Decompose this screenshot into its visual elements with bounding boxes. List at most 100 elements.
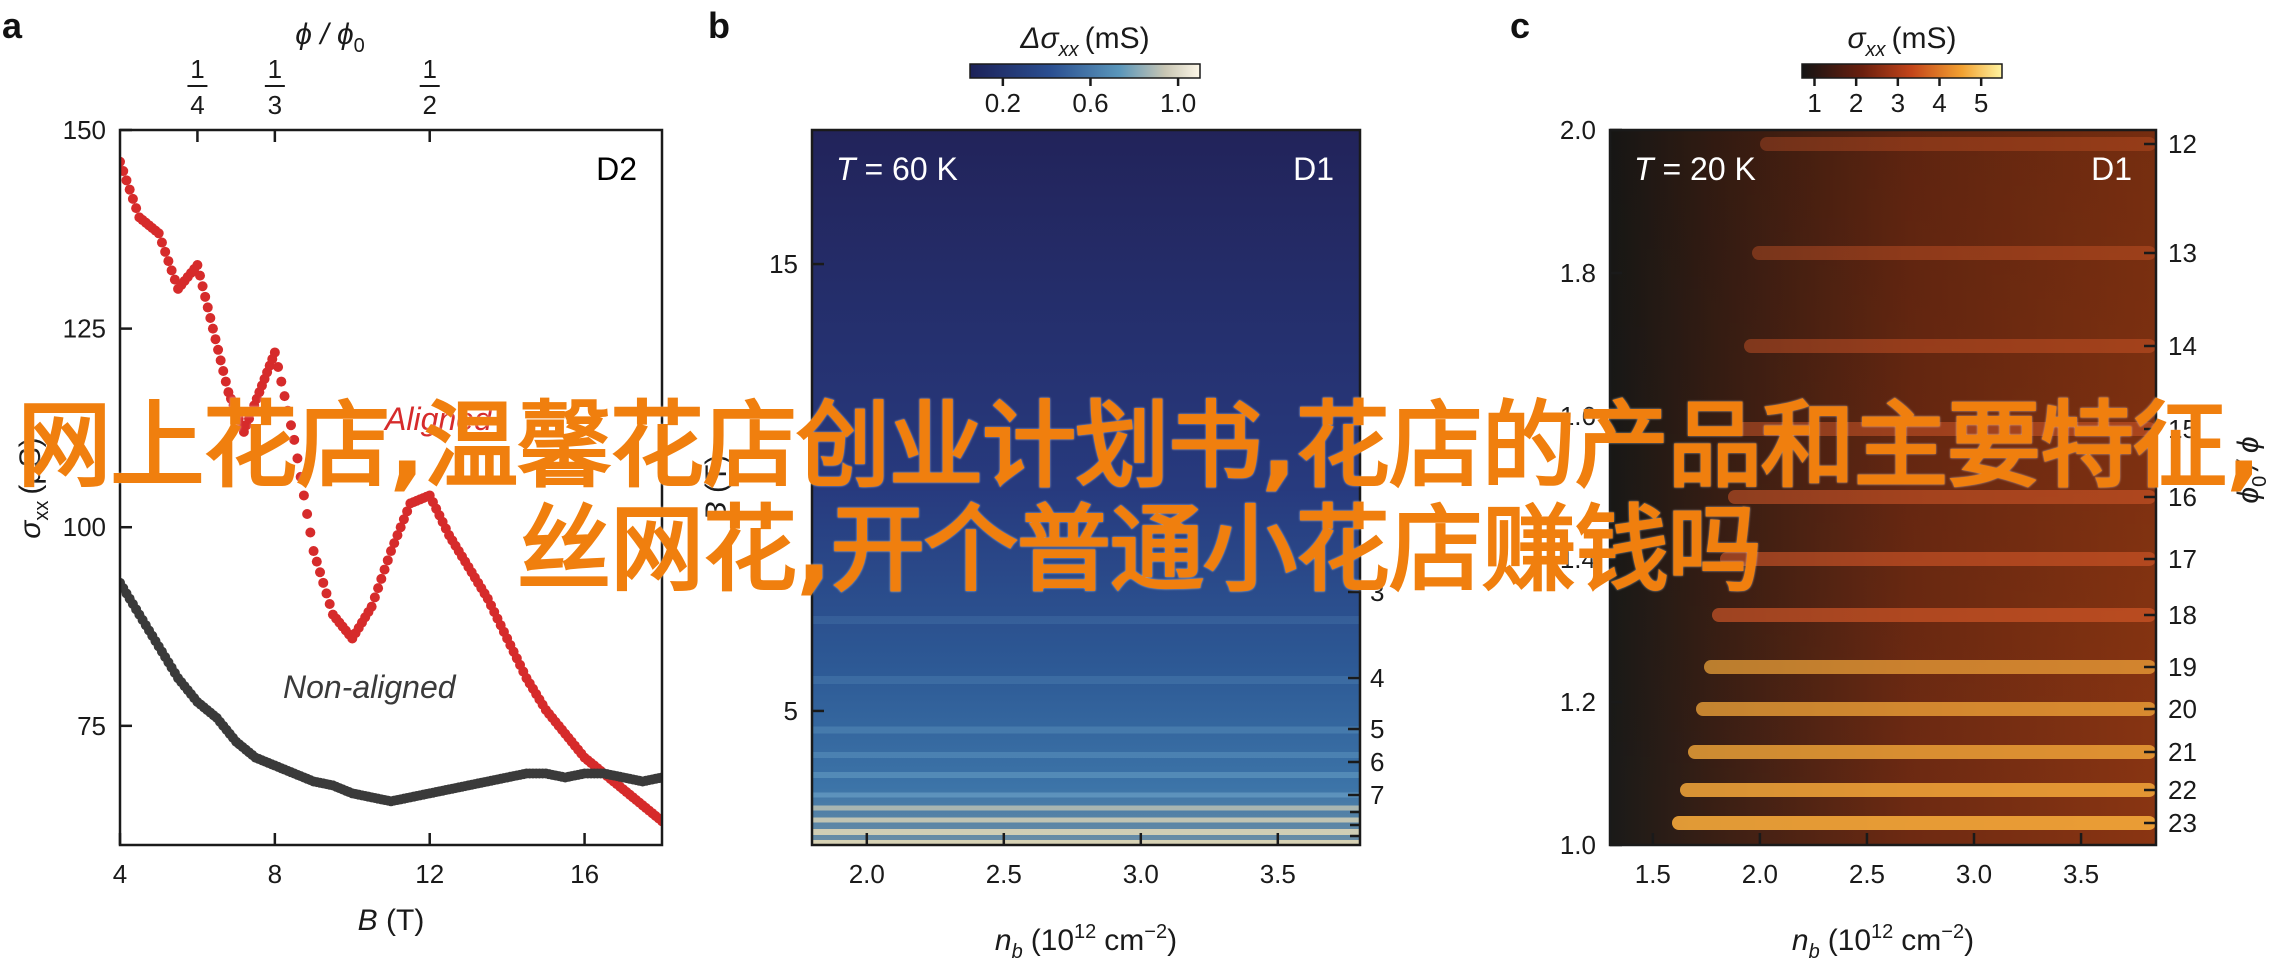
heatmap-stripe (812, 805, 1360, 811)
data-point (298, 490, 309, 501)
colorbar-tick-label: 4 (1932, 88, 1946, 118)
c-x-close: ) (1964, 924, 1974, 957)
right-tick-label: 6 (1370, 747, 1384, 777)
data-point (311, 556, 322, 567)
panel-b-x-ticks: 2.0 2.5 3.0 3.5 (849, 833, 1296, 889)
data-point (210, 334, 221, 345)
heatmap-stripe (812, 840, 1360, 844)
data-point (292, 453, 303, 464)
data-point (124, 184, 135, 195)
right-tick-label: 7 (1370, 780, 1384, 810)
panel-b-letter: b (708, 5, 730, 46)
y-axis-symbol: σ (14, 519, 47, 539)
data-point (166, 265, 177, 276)
right-tick-label: 21 (2168, 737, 2197, 767)
data-point (273, 362, 284, 373)
data-point (395, 522, 406, 533)
cb-c-sym: σ (1847, 22, 1867, 55)
heatmap-stripe (812, 829, 1360, 835)
data-point (402, 506, 413, 517)
x-tick-label: 4 (113, 859, 127, 889)
colorbar-tick-label: 1.0 (1160, 88, 1196, 118)
cb-c-sub: xx (1865, 39, 1887, 61)
c-x-unit2: cm (1901, 924, 1941, 957)
heatmap-stripe (812, 616, 1360, 624)
colorbar-tick-label: 0.2 (985, 88, 1021, 118)
panel-b-y-ticks: 5 15 (769, 249, 824, 726)
panel-b-inset-label: D1 (1293, 151, 1334, 187)
y-tick-label: 1.8 (1560, 258, 1596, 288)
panel-b: b Δσxx (mS) 0.2 0.6 1.0 2.0 2.5 3.0 3.5 5 15 3 4… (700, 5, 1384, 963)
temp-c-text: = 20 K (1662, 151, 1755, 187)
data-point (324, 599, 335, 610)
panel-c-x-ticks: 1.5 2.0 2.5 3.0 3.5 (1635, 833, 2099, 889)
data-point (382, 555, 393, 566)
right-tick-label: 3 (1370, 577, 1384, 607)
heatmap-stripe (1736, 422, 2156, 436)
y-tick-label: 5 (784, 696, 798, 726)
right-tick-label: 17 (2168, 544, 2197, 574)
panel-c-right-axis-label: ϕ0 / ϕ (2232, 436, 2271, 503)
heatmap-stripe (812, 676, 1360, 684)
right-tick-label: 15 (2168, 414, 2197, 444)
panel-c-y-ticks: 1.0 1.2 1.4 1.6 1.8 2.0 (1560, 115, 1622, 860)
data-point (153, 228, 164, 239)
top-axis-label-sub: 0 (354, 35, 365, 57)
heatmap-stripe (812, 772, 1360, 778)
heatmap-stripe (1728, 490, 2156, 504)
right-tick-label: 5 (1370, 714, 1384, 744)
temp-b-sym: T (836, 151, 858, 187)
right-tick-label: 18 (2168, 600, 2197, 630)
panel-b-frame (810, 128, 1362, 847)
x-tick-label: 16 (570, 859, 599, 889)
top-tick-numerator: 1 (268, 54, 282, 84)
data-point (121, 175, 132, 186)
top-tick-numerator: 1 (190, 54, 204, 84)
y-tick-label: 15 (769, 249, 798, 279)
data-point (321, 588, 332, 599)
heatmap-stripe (812, 726, 1360, 734)
x-tick-label: 3.0 (1956, 859, 1992, 889)
right-tick-label: 16 (2168, 482, 2197, 512)
data-point (318, 577, 329, 588)
svg-text:ϕ / ϕ0: ϕ / ϕ0 (295, 18, 365, 57)
data-point (389, 538, 400, 549)
colorbar-tick-label: 0.6 (1072, 88, 1108, 118)
x-tick-label: 1.5 (1635, 859, 1671, 889)
data-point (213, 344, 224, 355)
cb-c-unit: (mS) (1892, 22, 1957, 55)
panel-a-y-ticks: 75 100 125 150 (63, 115, 132, 741)
c-x-exp2: −2 (1941, 921, 1964, 943)
data-point (202, 302, 213, 313)
b-x-sym: n (995, 924, 1012, 957)
c-r-sub: 0 (2249, 476, 2271, 487)
panel-c-colorbar (1801, 63, 2003, 79)
panel-b-heatmap (812, 130, 1360, 845)
top-tick-denominator: 2 (422, 90, 436, 120)
data-point (156, 237, 167, 248)
y-axis-sub: xx (31, 501, 53, 521)
data-point (131, 203, 142, 214)
data-point (282, 405, 293, 416)
y-tick-label: 1.4 (1560, 544, 1596, 574)
heatmap-stripe (1712, 608, 2156, 622)
panel-b-temperature: T = 60 K (836, 151, 958, 187)
data-point (308, 546, 319, 557)
heatmap-stripe (1720, 552, 2156, 566)
c-x-sym: n (1792, 924, 1809, 957)
data-point (379, 564, 390, 575)
panel-a-inset-label: D2 (596, 151, 637, 187)
top-tick-denominator: 3 (268, 90, 282, 120)
x-tick-label: 8 (268, 859, 282, 889)
panel-a-x-axis-label: B (T) (358, 904, 425, 937)
data-point (205, 313, 216, 324)
data-point (366, 601, 377, 612)
y-axis-unit: (μS) (14, 437, 47, 494)
y-tick-label: 125 (63, 314, 106, 344)
panel-b-colorbar-label: Δσxx (mS) (1019, 22, 1149, 61)
data-point (200, 291, 211, 302)
x-tick-label: 2.0 (1742, 859, 1778, 889)
